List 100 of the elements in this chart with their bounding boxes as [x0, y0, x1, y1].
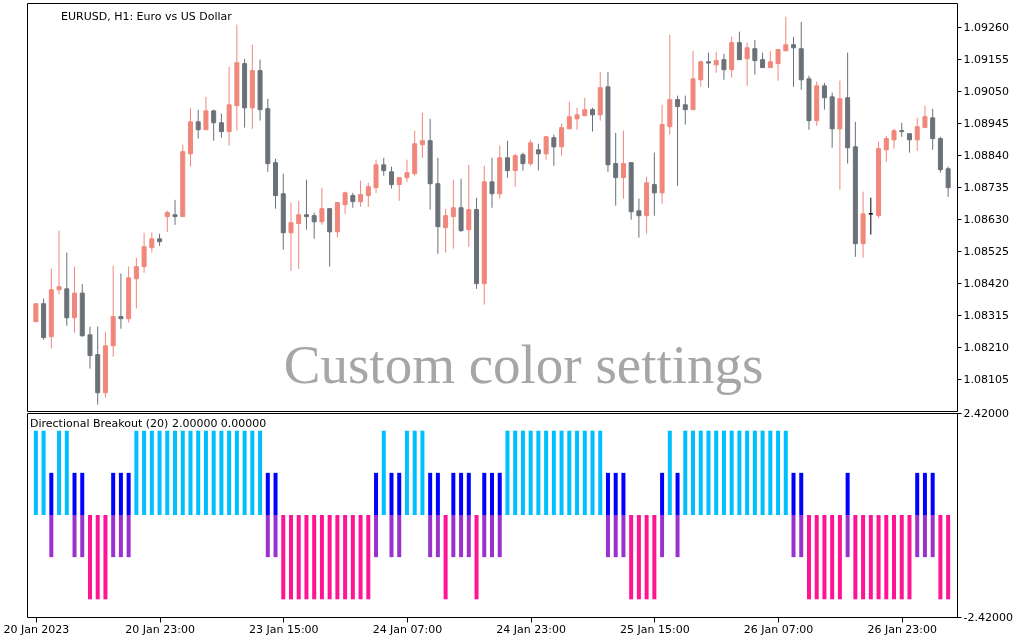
bar [118, 472, 123, 515]
candlestick [489, 157, 495, 209]
candlestick [141, 232, 147, 274]
candlestick [713, 51, 719, 74]
text: EURUSD, H1: Euro vs US Dollar [61, 10, 233, 23]
candlestick [574, 107, 580, 131]
bar [814, 515, 819, 600]
candlestick [319, 187, 325, 226]
y-tick-label: 1.08105 [963, 372, 1009, 386]
bar [490, 472, 494, 515]
bar [203, 430, 208, 515]
bar [389, 472, 394, 515]
bar [652, 515, 657, 600]
candlestick [590, 107, 595, 133]
candlestick [682, 95, 688, 126]
x-tick-label: 20 Jan 2023 [3, 622, 70, 636]
candlestick [404, 159, 410, 183]
candlestick [396, 177, 402, 202]
bar [33, 430, 38, 515]
candlestick [914, 117, 920, 152]
bar [868, 515, 873, 600]
bar [660, 515, 665, 558]
bar [946, 515, 951, 600]
bar [374, 472, 379, 515]
bar [64, 430, 69, 515]
bar [180, 430, 185, 515]
bar [211, 430, 216, 515]
candlestick [551, 134, 557, 167]
bar [822, 515, 827, 600]
candlestick [288, 202, 294, 272]
candlestick [721, 53, 727, 81]
bar [544, 430, 549, 515]
candlestick [868, 197, 874, 236]
y-tick-label: 1.09260 [963, 20, 1009, 34]
bar [892, 515, 897, 600]
candlestick [636, 198, 642, 239]
bar [459, 515, 464, 558]
bar [397, 472, 402, 515]
bar [412, 430, 417, 515]
bar [621, 472, 626, 515]
candlestick [744, 42, 750, 87]
bar [675, 472, 680, 515]
bar [799, 472, 804, 515]
bar [915, 472, 920, 515]
bar [876, 515, 881, 600]
x-tick-label: 26 Jan 07:00 [743, 622, 814, 636]
candlestick [930, 108, 936, 151]
bar [598, 430, 603, 515]
bar [907, 515, 912, 600]
candlestick [443, 208, 449, 254]
bar [41, 430, 46, 515]
candlestick [891, 128, 897, 150]
bar [683, 430, 688, 515]
candlestick [620, 130, 626, 200]
bar [327, 515, 332, 600]
bar [404, 430, 409, 515]
bar [72, 472, 77, 515]
candlestick [466, 164, 472, 248]
bar [922, 472, 927, 515]
bar [922, 515, 927, 558]
bar [296, 515, 301, 600]
candlestick [512, 153, 518, 188]
x-tick-label: 26 Jan 23:00 [867, 622, 938, 636]
bar [265, 515, 270, 558]
y-tick-label: 1.08840 [963, 148, 1009, 162]
y-tick-label: 1.08525 [963, 244, 1009, 258]
bar [605, 515, 610, 558]
bar [234, 430, 239, 515]
candlestick [419, 112, 425, 159]
bar [482, 472, 487, 515]
x-tick-label: 24 Jan 23:00 [496, 622, 566, 636]
bar [358, 515, 363, 600]
bar [706, 430, 711, 515]
bar [134, 430, 139, 515]
bar [49, 515, 54, 558]
candlestick [327, 208, 333, 268]
bar [149, 430, 154, 515]
bar [930, 515, 935, 558]
y-tick-label: 1.09155 [963, 52, 1009, 66]
y-tick-label: 1.08210 [963, 340, 1009, 354]
candlestick [535, 143, 541, 172]
candlestick [791, 36, 797, 88]
bar [72, 515, 77, 558]
candlestick [883, 135, 889, 163]
bar [752, 430, 757, 515]
candlestick [133, 257, 139, 310]
bar [490, 515, 494, 558]
bar [613, 472, 618, 515]
candlestick [906, 133, 912, 154]
bar [188, 430, 193, 515]
bar [288, 515, 293, 600]
y-tick-label: 1.09050 [963, 84, 1009, 98]
y-tick-label: 2.42000 [963, 406, 1009, 420]
candlestick [736, 31, 742, 61]
candlestick [504, 140, 510, 179]
bar [381, 430, 386, 515]
bar [806, 515, 811, 600]
bar [938, 515, 943, 600]
candlestick [821, 82, 827, 111]
candlestick [373, 159, 379, 194]
